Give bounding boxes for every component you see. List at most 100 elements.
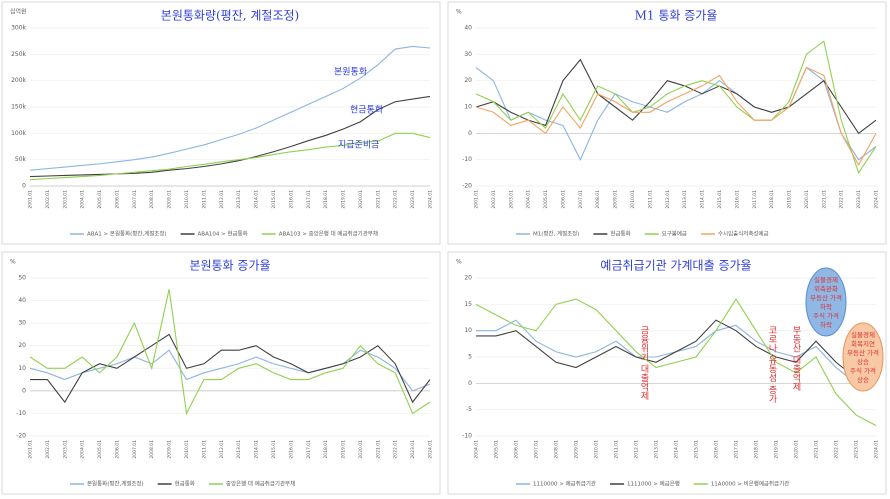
x-tick-label: 2010.01 bbox=[594, 440, 600, 459]
x-tick-label: 2015.01 bbox=[717, 190, 723, 209]
y-tick-label: 30 bbox=[18, 320, 26, 327]
x-tick-label: 2016.01 bbox=[714, 440, 720, 459]
x-tick-label: 2016.01 bbox=[288, 440, 294, 459]
x-tick-label: 2020.01 bbox=[358, 440, 364, 459]
x-tick-label: 2005.01 bbox=[97, 440, 103, 459]
x-tick-label: 2021.01 bbox=[814, 440, 820, 459]
x-tick-label: 2008.01 bbox=[149, 190, 155, 209]
x-tick-label: 2017.01 bbox=[734, 440, 740, 459]
y-tick-label: -5 bbox=[466, 406, 472, 413]
x-tick-label: 2003.01 bbox=[62, 440, 68, 459]
y-axis-label: 십억원 bbox=[10, 8, 27, 16]
x-tick-label: 2020.01 bbox=[804, 190, 810, 209]
x-tick-label: 2023.01 bbox=[410, 440, 416, 459]
note-text: 부동산 가격 bbox=[847, 348, 879, 357]
x-tick-label: 2001.01 bbox=[28, 190, 34, 209]
x-tick-label: 2020.01 bbox=[358, 190, 364, 209]
legend-label: 1111000 > 예금은행 bbox=[627, 480, 680, 488]
x-tick-label: 2010.01 bbox=[630, 190, 636, 209]
series-line bbox=[29, 349, 431, 392]
note-text: 실물경제 bbox=[814, 275, 838, 284]
x-tick-label: 2001.01 bbox=[28, 440, 34, 459]
x-tick-label: 2014.01 bbox=[254, 190, 260, 209]
x-tick-label: 2017.01 bbox=[306, 440, 312, 459]
x-tick-label: 2014.01 bbox=[254, 440, 260, 459]
x-tick-label: 2008.01 bbox=[595, 190, 601, 209]
annotation: 금융위기 대출억제 bbox=[639, 325, 649, 401]
x-tick-label: 2018.01 bbox=[323, 190, 329, 209]
x-tick-label: 2021.01 bbox=[821, 190, 827, 209]
y-tick-label: 10 bbox=[464, 104, 472, 111]
x-tick-label: 2010.01 bbox=[184, 190, 190, 209]
legend-label: 수시입출식저축성예금 bbox=[718, 230, 769, 238]
legend-label: ABA1 > 본원통화(평잔,계절조정) bbox=[87, 230, 167, 238]
x-tick-label: 2019.01 bbox=[787, 190, 793, 209]
series-line bbox=[29, 95, 431, 178]
y-tick-label: -20 bbox=[462, 183, 472, 190]
note-bubble bbox=[805, 267, 847, 337]
x-tick-label: 2019.01 bbox=[341, 190, 347, 209]
x-tick-label: 2023.01 bbox=[854, 440, 860, 459]
x-tick-label: 2013.01 bbox=[654, 440, 660, 459]
y-tick-label: 15 bbox=[464, 301, 472, 308]
x-tick-label: 2006.01 bbox=[560, 190, 566, 209]
series-line bbox=[475, 66, 877, 167]
series-line bbox=[475, 298, 877, 426]
y-tick-label: 40 bbox=[464, 25, 472, 32]
x-tick-label: 2003.01 bbox=[508, 190, 514, 209]
legend-label: 11A0000 > 비은행예금취급기관 bbox=[711, 480, 789, 488]
x-tick-label: 2001.01 bbox=[474, 190, 480, 209]
x-tick-label: 2009.01 bbox=[167, 440, 173, 459]
series-line bbox=[475, 66, 877, 161]
x-tick-label: 2006.01 bbox=[514, 440, 520, 459]
x-tick-label: 2010.01 bbox=[184, 440, 190, 459]
y-tick-label: 300k bbox=[11, 25, 26, 32]
x-tick-label: 2019.01 bbox=[341, 440, 347, 459]
x-tick-label: 2009.01 bbox=[574, 440, 580, 459]
x-tick-label: 2012.01 bbox=[219, 440, 225, 459]
x-tick-label: 2006.01 bbox=[114, 190, 120, 209]
x-tick-label: 2003.01 bbox=[62, 190, 68, 209]
series-line bbox=[29, 45, 431, 171]
x-tick-label: 2019.01 bbox=[774, 440, 780, 459]
note-text: 위축완화 bbox=[814, 284, 838, 293]
x-tick-label: 2002.01 bbox=[45, 190, 51, 209]
legend-label: 현금통화 bbox=[175, 480, 195, 488]
y-tick-label: 150k bbox=[11, 104, 26, 111]
note-bubble bbox=[842, 322, 884, 392]
legend-label: 현금통화 bbox=[610, 230, 630, 238]
note-text: 하락 bbox=[820, 302, 832, 311]
x-tick-label: 2009.01 bbox=[613, 190, 619, 209]
legend-label: 1110000 > 예금취급기관 bbox=[533, 480, 596, 488]
x-tick-label: 2013.01 bbox=[682, 190, 688, 209]
x-tick-label: 2018.01 bbox=[754, 440, 760, 459]
legend-label: 본원통화(평잔,계절조정) bbox=[87, 480, 144, 488]
note-text: 회복지연 bbox=[851, 339, 875, 348]
x-tick-label: 2024.01 bbox=[874, 190, 880, 209]
x-tick-label: 2004.01 bbox=[80, 440, 86, 459]
chart-title: M1 통화 증가율 bbox=[635, 9, 718, 23]
x-tick-label: 2004.01 bbox=[80, 190, 86, 209]
series-line bbox=[30, 333, 431, 404]
x-tick-label: 2022.01 bbox=[839, 190, 845, 209]
y-tick-label: 10 bbox=[18, 365, 26, 372]
x-tick-label: 2011.01 bbox=[201, 440, 207, 459]
note-text: 주식 가격 bbox=[813, 311, 839, 320]
x-tick-label: 2016.01 bbox=[734, 190, 740, 209]
x-tick-label: 2018.01 bbox=[769, 190, 775, 209]
x-tick-label: 2016.01 bbox=[288, 190, 294, 209]
legend-label: ABA104 > 현금통화 bbox=[198, 230, 248, 238]
series-line bbox=[476, 319, 877, 379]
x-tick-label: 2011.01 bbox=[614, 440, 620, 459]
y-tick-label: 50 bbox=[18, 275, 26, 282]
x-tick-label: 2007.01 bbox=[534, 440, 540, 459]
x-tick-label: 2022.01 bbox=[834, 440, 840, 459]
y-tick-label: 100k bbox=[11, 130, 26, 137]
annotation: 지급준비금 bbox=[338, 139, 379, 150]
x-tick-label: 2014.01 bbox=[700, 190, 706, 209]
note-text: 상승 bbox=[857, 375, 869, 384]
x-tick-label: 2004.01 bbox=[474, 440, 480, 459]
note-text: 부동산 가격 bbox=[810, 293, 842, 302]
y-tick-label: -20 bbox=[16, 433, 26, 440]
